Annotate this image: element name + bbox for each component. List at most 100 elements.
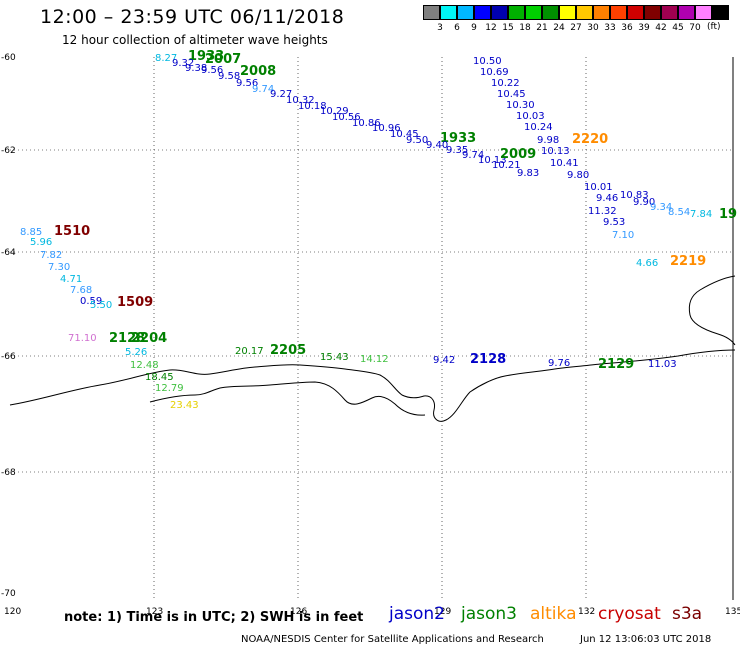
colorbar-swatch <box>542 5 559 20</box>
wave-height-label: 9.35 <box>446 145 468 156</box>
coastline <box>9 275 736 422</box>
colorbar-label: 42 <box>655 23 667 33</box>
wave-height-label: 7.30 <box>48 262 70 273</box>
x-tick-label: 135 <box>725 607 740 617</box>
note-text: note: 1) Time is in UTC; 2) SWH is in fe… <box>64 610 364 625</box>
wave-height-label: 20.17 <box>235 346 264 357</box>
wave-height-label: 10.13 <box>478 155 507 166</box>
wave-height-label: 10.21 <box>492 160 521 171</box>
legend-s3a: s3a <box>672 604 703 624</box>
pass-time-label: 2008 <box>240 64 276 79</box>
colorbar-swatch <box>678 5 695 20</box>
colorbar-label: 33 <box>604 23 616 33</box>
y-tick-label: -64 <box>1 248 16 258</box>
map-subtitle: 12 hour collection of altimeter wave hei… <box>62 33 328 47</box>
colorbar-swatch <box>610 5 627 20</box>
map-grid <box>10 57 734 600</box>
colorbar-unit: (ft) <box>707 22 721 32</box>
coastline-east <box>688 275 736 346</box>
wave-height-label: 9.50 <box>406 135 428 146</box>
colorbar-swatch <box>525 5 542 20</box>
pass-time-label: 2009 <box>500 147 536 162</box>
wave-height-label: 10.41 <box>550 158 579 169</box>
wave-height-label: 7.82 <box>40 250 62 261</box>
colorbar-swatch <box>491 5 508 20</box>
wave-height-label: 5.96 <box>30 237 52 248</box>
wave-height-label: 10.18 <box>298 101 327 112</box>
wave-height-label: 10.86 <box>352 118 381 129</box>
wave-height-label: 10.24 <box>524 122 553 133</box>
wave-height-label: 0.59 <box>80 296 102 307</box>
coastline-inner <box>149 381 426 416</box>
colorbar-swatch <box>440 5 457 20</box>
colorbar-swatch <box>559 5 576 20</box>
wave-height-label: 23.43 <box>170 400 199 411</box>
legend-jason2: jason2 <box>389 604 445 624</box>
colorbar-swatch <box>423 5 440 20</box>
colorbar-label: 15 <box>502 23 514 33</box>
y-tick-label: -62 <box>1 146 16 156</box>
pass-time-label: 2219 <box>670 254 706 269</box>
timestamp-text: Jun 12 13:06:03 UTC 2018 <box>580 634 712 645</box>
wave-height-label: 9.76 <box>548 358 570 369</box>
wave-height-label: 9.56 <box>236 78 258 89</box>
wave-height-label: 9.90 <box>633 197 655 208</box>
wave-height-label: 15.43 <box>320 352 349 363</box>
pass-time-label: 2129 <box>598 357 634 372</box>
wave-height-label: 10.03 <box>516 111 545 122</box>
wave-height-label: 18.45 <box>145 372 174 383</box>
pass-time-label: 2128 <box>109 331 145 346</box>
y-tick-label: -66 <box>1 352 16 362</box>
legend-cryosat: cryosat <box>598 604 661 624</box>
legend-jason3: jason3 <box>461 604 517 624</box>
pass-time-label: 1510 <box>54 224 90 239</box>
x-tick-label: 123 <box>146 607 163 617</box>
credit-text: NOAA/NESDIS Center for Satellite Applica… <box>241 634 544 645</box>
wave-height-label: 10.69 <box>480 67 509 78</box>
colorbar-label: 21 <box>536 23 548 33</box>
wave-height-label: 10.30 <box>506 100 535 111</box>
wave-height-label: 9.58 <box>218 71 240 82</box>
colorbar-label: 30 <box>587 23 599 33</box>
wave-height-label: 9.74 <box>462 150 484 161</box>
pass-time-label: 2007 <box>205 52 241 67</box>
colorbar-swatch <box>712 5 729 20</box>
wave-height-label: 10.29 <box>320 106 349 117</box>
pass-time-label: 19 <box>719 207 737 222</box>
wave-height-label: 12.48 <box>130 360 159 371</box>
colorbar-label: 70 <box>689 23 701 33</box>
x-tick-label: 120 <box>4 607 21 617</box>
colorbar-swatch <box>593 5 610 20</box>
map-title: 12:00 – 23:59 UTC 06/11/2018 <box>40 6 345 28</box>
wave-height-label: 9.34 <box>650 202 672 213</box>
wave-height-label: 9.40 <box>426 140 448 151</box>
x-tick-label: 129 <box>434 607 451 617</box>
pass-time-label: 1933 <box>188 49 224 64</box>
wave-height-label: 71.10 <box>68 333 97 344</box>
wave-height-label: 9.32 <box>172 58 194 69</box>
colorbar-label: 24 <box>553 23 565 33</box>
wave-height-label: 10.56 <box>332 112 361 123</box>
pass-time-label: 2128 <box>470 352 506 367</box>
wave-height-label: 14.12 <box>360 354 389 365</box>
wave-height-label: 9.53 <box>603 217 625 228</box>
pass-time-label: 1509 <box>117 295 153 310</box>
wave-height-label: 11.03 <box>648 359 677 370</box>
colorbar-swatch <box>661 5 678 20</box>
colorbar-label: 27 <box>570 23 582 33</box>
colorbar-swatch <box>644 5 661 20</box>
wave-height-label: 12.79 <box>155 383 184 394</box>
wave-height-label: 10.83 <box>620 190 649 201</box>
wave-height-label: 9.38 <box>185 63 207 74</box>
wave-height-label: 7.10 <box>612 230 634 241</box>
pass-time-label: 2205 <box>270 343 306 358</box>
wave-height-label: 9.27 <box>270 89 292 100</box>
pass-time-label: 1933 <box>440 131 476 146</box>
wave-height-label: 9.74 <box>252 84 274 95</box>
colorbar-label: 12 <box>485 23 497 33</box>
coastline-path <box>9 349 736 422</box>
wave-height-label: 10.96 <box>372 123 401 134</box>
colorbar-swatch <box>474 5 491 20</box>
x-tick-label: 132 <box>578 607 595 617</box>
pass-time-label: 2220 <box>572 132 608 147</box>
